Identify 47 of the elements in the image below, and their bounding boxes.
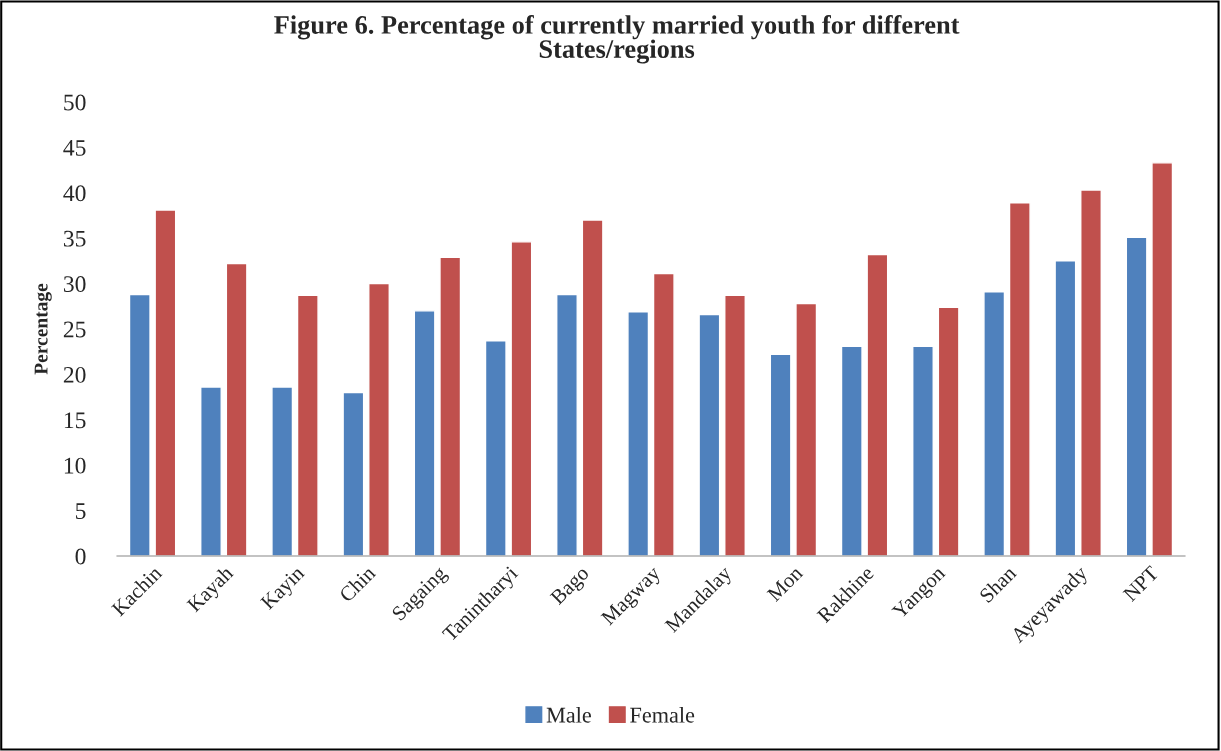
y-tick-label: 30	[63, 276, 86, 293]
y-tick-label: 20	[63, 366, 86, 383]
y-tick-label: 25	[63, 321, 86, 338]
x-tick-label: Chin	[338, 564, 377, 603]
bar	[652, 272, 675, 556]
bar	[937, 306, 960, 556]
bar	[1151, 162, 1174, 556]
bar	[271, 386, 294, 556]
bar	[983, 291, 1006, 556]
bar	[627, 311, 650, 556]
bar	[128, 293, 151, 556]
bar	[795, 302, 818, 556]
y-tick-label: 50	[64, 94, 86, 111]
bar	[556, 293, 578, 556]
x-tick-label: Mon	[766, 565, 804, 603]
bar	[200, 386, 222, 556]
bar	[912, 345, 934, 556]
y-tick-label: 10	[64, 457, 86, 474]
bar	[698, 313, 721, 556]
y-tick-label: 15	[64, 412, 86, 429]
bar	[296, 294, 319, 556]
y-tick-label: 0	[75, 548, 86, 565]
bar	[510, 241, 533, 556]
bar	[1054, 260, 1077, 556]
bar	[840, 345, 863, 556]
y-tick-label: 5	[76, 503, 86, 520]
bar	[866, 253, 889, 556]
bar	[368, 282, 390, 556]
bar	[439, 256, 462, 556]
bar	[484, 340, 507, 556]
bar	[1080, 189, 1102, 556]
bar	[1125, 236, 1148, 556]
bar	[225, 262, 248, 556]
y-axis-title: Percentage	[34, 283, 52, 375]
chart-title: Figure 6. Percentage of currently married youth for different States/regions	[274, 15, 960, 64]
legend-label: Female	[630, 706, 695, 723]
y-tick-label: 45	[63, 140, 86, 156]
bar	[154, 209, 177, 556]
bar	[342, 391, 365, 556]
bar	[769, 353, 792, 556]
y-tick-label: 40	[63, 185, 86, 202]
bar	[581, 219, 604, 556]
legend-label: Male	[546, 706, 591, 723]
bar	[413, 310, 436, 556]
y-tick-label: 35	[63, 230, 86, 247]
bar	[724, 294, 746, 556]
bar	[1008, 202, 1031, 556]
